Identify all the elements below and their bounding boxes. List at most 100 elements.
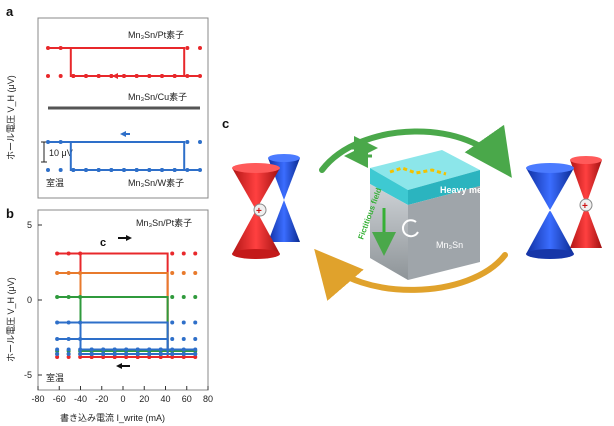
- panel-b-room-label: 室温: [46, 372, 64, 383]
- panel-a-loop-0-point: [84, 74, 88, 78]
- panel-a-loop-0-point: [147, 74, 152, 78]
- panel-b-loop-3-point: [158, 347, 163, 352]
- panel-b-loop-2-point: [170, 295, 175, 299]
- cycle-arrow-bottom: [314, 248, 508, 301]
- panel-a-loop-0-point: [185, 74, 190, 78]
- panel-a-loop-2-point: [198, 140, 202, 144]
- panel-b-loop-3-point: [66, 347, 71, 352]
- panel-b-loop-0-point: [181, 355, 186, 359]
- panel-b-loop-0-point: [170, 355, 175, 359]
- panel-a-loop-0-point: [58, 46, 63, 50]
- panel-a-ylabel: ホール電圧 V_H (μV): [6, 75, 16, 160]
- panel-a-loop-0: [48, 47, 200, 77]
- panel-b-loop-3-point: [170, 347, 175, 352]
- panel-b-loop-3-point: [193, 320, 198, 325]
- panel-b-loop-3-point: [112, 347, 117, 352]
- panel-b-loop-0-point: [101, 355, 106, 359]
- panel-b-loop-3-point: [170, 320, 175, 325]
- panel-b-ylabel: ホール電圧 V_H (μV): [6, 277, 16, 362]
- panel-a-loop-2-point: [160, 168, 164, 172]
- panel-b-c-label: c: [100, 237, 106, 249]
- panel-b-loop-0-point: [66, 251, 71, 256]
- panel-b-loop-3-point: [66, 320, 71, 325]
- panel-b-loop-4-point: [181, 337, 186, 341]
- panel-b-loop-3-point: [147, 347, 152, 352]
- panel-b-loop-4-point: [89, 352, 94, 356]
- panel-b-loop-4-point: [66, 352, 71, 356]
- left-double-cone: [232, 154, 300, 259]
- panel-a-loop-2-point: [122, 168, 126, 172]
- panel-b-loop-4-point: [135, 352, 140, 356]
- panel-a-loop-0-point: [172, 74, 177, 78]
- panel-b-loop-1-point: [66, 271, 71, 275]
- panel-b-loop-4-point: [101, 352, 106, 356]
- panel-a-loop-0-point: [109, 74, 114, 78]
- panel-b-loop-3-point: [89, 347, 94, 352]
- panel-b-loop-0-point: [124, 355, 129, 359]
- panel-b-loop-1-point: [55, 271, 60, 275]
- panel-b-loop-2-point: [66, 295, 71, 299]
- panel-a-loop-2-point: [147, 168, 152, 172]
- panel-b-loop-4-point: [147, 352, 152, 356]
- panel-b-loop-4-point: [170, 337, 175, 341]
- panel-b-loop-1-point: [78, 271, 83, 275]
- panel-b-loop-0-point: [55, 251, 60, 256]
- panel-a-loop-0-point: [198, 46, 202, 50]
- panel-b-loop-4-point: [78, 352, 83, 356]
- cycle-arrow-top: [319, 124, 512, 178]
- panel-a-loop-2-point: [109, 168, 114, 172]
- panel-a-loop-0-point: [96, 74, 101, 78]
- panel-a-loop-0-point: [46, 74, 50, 78]
- left-minus-sign: −: [286, 196, 292, 207]
- panel-a-red-arrowhead: [112, 73, 118, 79]
- panel-a-room-label: 室温: [46, 177, 64, 188]
- panel-b-loop-0-point: [112, 355, 117, 359]
- panel-b-loop-4-point: [124, 352, 129, 356]
- mn3sn-label: Mn₃Sn: [436, 240, 463, 250]
- panel-a-loop-2-point: [185, 168, 190, 172]
- panel-a-frame: [37, 17, 209, 199]
- panel-b-top-arrowhead: [126, 235, 132, 241]
- panel-b-xtick-label: -80: [31, 394, 44, 404]
- right-double-cone: [526, 156, 602, 259]
- panel-b-xtick-label: -40: [74, 394, 87, 404]
- panel-a-w-label: Mn₃Sn/W素子: [128, 177, 184, 188]
- panel-a-loop-0-point: [122, 74, 126, 78]
- panel-b-xtick-label: -20: [95, 394, 108, 404]
- panel-b-loop-3-point: [181, 347, 186, 352]
- panel-a-loop-0-point: [58, 74, 63, 78]
- panel-b-loop-3-point: [181, 320, 186, 325]
- panel-a-loop-2-point: [84, 168, 88, 172]
- panel-b-loop-1-point: [170, 271, 175, 275]
- panel-b-loop-1-point: [193, 271, 198, 275]
- left-plus-sign: +: [256, 206, 262, 217]
- panel-b-loop-1: [57, 272, 196, 355]
- panel-b-ytick-label: 0: [27, 295, 32, 305]
- panel-b-loop-4-point: [55, 352, 60, 356]
- device-cube: [370, 150, 480, 280]
- panel-a-scale-label: 10 μV: [49, 148, 73, 158]
- panel-b-xtick-label: 60: [182, 394, 192, 404]
- panel-b-loop-0-point: [78, 355, 83, 359]
- panel-b-loop-2-point: [55, 295, 60, 299]
- panel-b-loop-2-point: [193, 295, 198, 299]
- panel-a-loop-2-point: [185, 140, 190, 144]
- panel-a-cu-label: Mn₃Sn/Cu素子: [128, 91, 187, 102]
- panel-a-loop-0-point: [71, 74, 76, 78]
- panel-b-loop-3-point: [101, 347, 106, 352]
- panel-a-loop-2: [48, 141, 200, 171]
- panel-a-loop-2-point: [46, 140, 50, 144]
- panel-b-loop-4-point: [66, 337, 71, 341]
- panel-a-loop-2-point: [172, 168, 177, 172]
- panel-b-loop-0-point: [66, 355, 71, 359]
- panel-c-letter: c: [222, 116, 229, 131]
- panel-b-ytick-label: 5: [27, 220, 32, 230]
- panel-b-loop-0-point: [158, 355, 163, 359]
- panel-b-loop-0-point: [89, 355, 94, 359]
- panel-a-loop-0-point: [185, 46, 190, 50]
- panel-b-loop-1-point: [181, 271, 186, 275]
- panel-a-loop-2-point: [58, 140, 63, 144]
- right-plus-sign: +: [582, 201, 588, 212]
- panel-a-loop-2-point: [198, 168, 202, 172]
